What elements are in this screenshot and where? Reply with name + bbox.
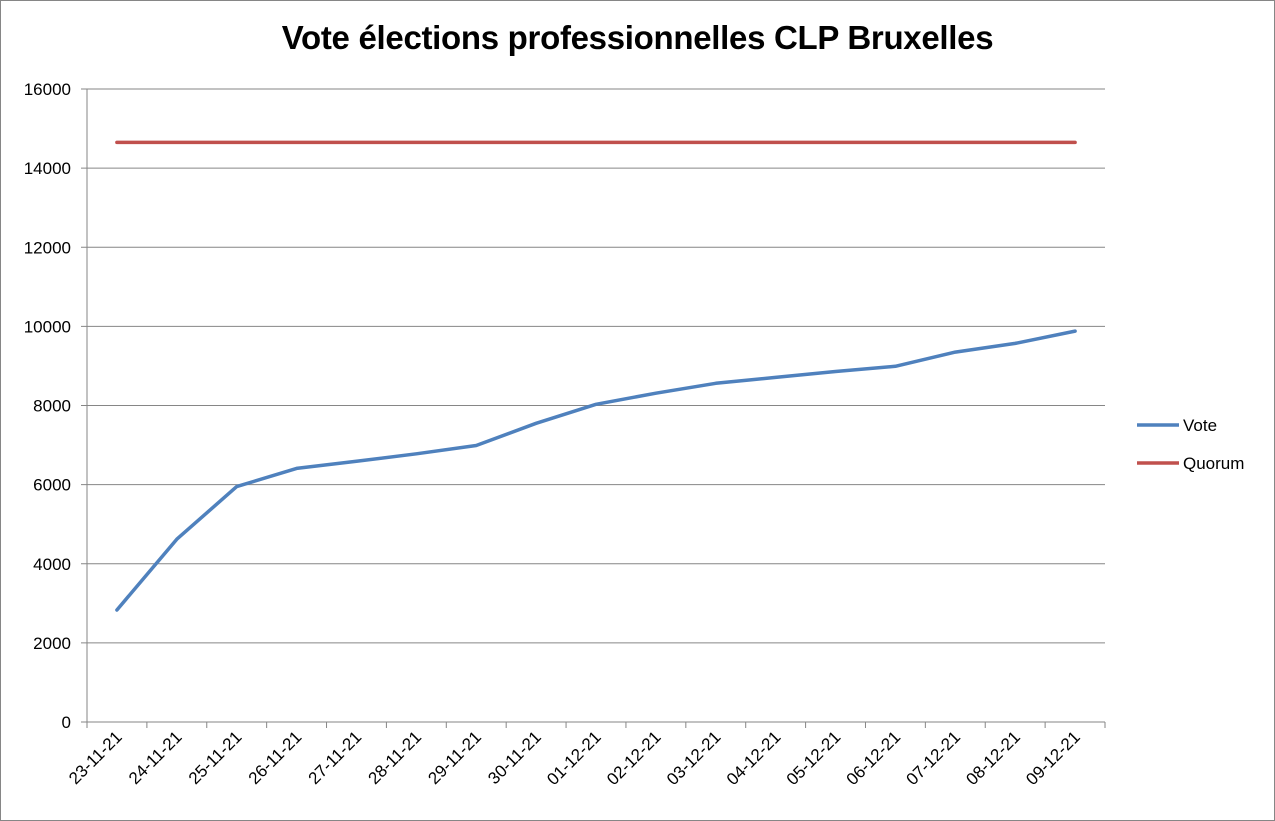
gridlines <box>87 88 1105 644</box>
legend-label-vote: Vote <box>1183 416 1217 435</box>
y-tick-label: 0 <box>62 713 71 732</box>
x-tick-label: 29-11-21 <box>424 727 485 788</box>
x-tick-label: 04-12-21 <box>723 727 785 789</box>
chart-title: Vote élections professionnelles CLP Brux… <box>281 19 994 56</box>
y-tick-label: 12000 <box>24 238 71 257</box>
x-tick-label: 05-12-21 <box>783 727 845 789</box>
x-tick-label: 24-11-21 <box>125 727 186 788</box>
y-tick-label: 8000 <box>33 397 71 416</box>
x-tick-label: 08-12-21 <box>962 727 1024 789</box>
legend: Vote Quorum <box>1137 416 1244 473</box>
y-tick-label: 10000 <box>24 317 71 336</box>
y-tick-label: 14000 <box>24 159 71 178</box>
x-tick-label: 07-12-21 <box>903 727 965 789</box>
x-tick-label: 27-11-21 <box>305 727 366 788</box>
x-tick-label: 26-11-21 <box>245 727 306 788</box>
x-tick-label: 25-11-21 <box>185 727 246 788</box>
x-tick-label: 23-11-21 <box>65 727 126 788</box>
x-tick-label: 01-12-21 <box>543 727 605 789</box>
y-tick-label: 4000 <box>33 555 71 574</box>
legend-label-quorum: Quorum <box>1183 454 1244 473</box>
series-line-vote <box>115 329 1077 612</box>
axes: 0 2000 4000 6000 8000 10000 12000 14000 16000 23-… <box>24 80 1106 789</box>
y-tick-label: 2000 <box>33 634 71 653</box>
x-tick-label: 06-12-21 <box>843 727 905 789</box>
x-tick-label: 28-11-21 <box>365 727 426 788</box>
series-lines <box>115 140 1077 612</box>
y-tick-label: 16000 <box>24 80 71 99</box>
x-tick-label: 09-12-21 <box>1022 727 1084 789</box>
x-tick-label: 30-11-21 <box>484 727 545 788</box>
x-tick-label: 02-12-21 <box>603 727 665 789</box>
x-tick-label: 03-12-21 <box>663 727 725 789</box>
y-tick-label: 6000 <box>33 476 71 495</box>
